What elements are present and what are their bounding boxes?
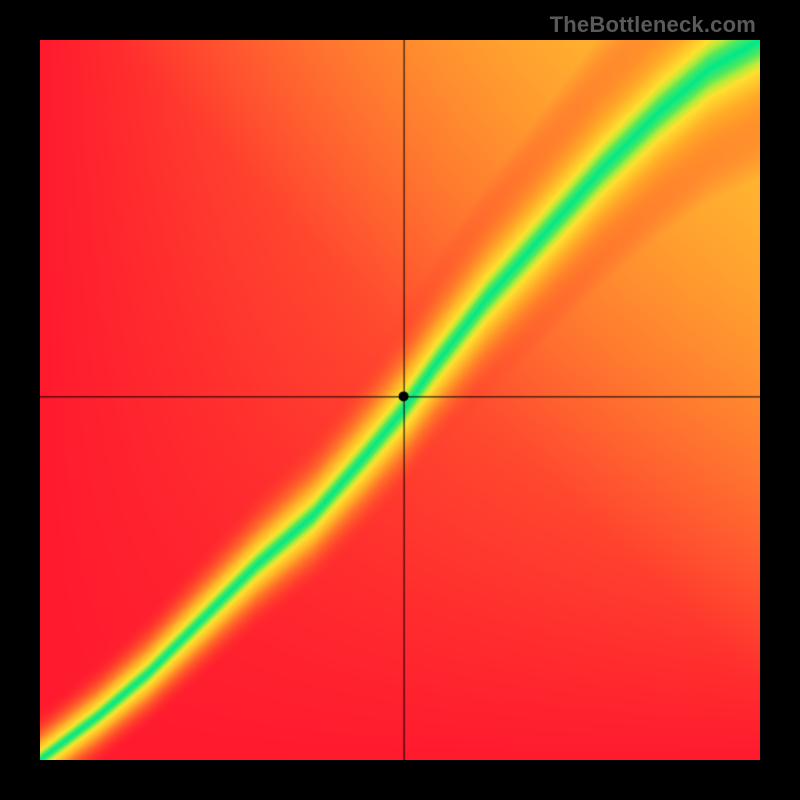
heatmap-chart bbox=[40, 40, 760, 760]
watermark-text: TheBottleneck.com bbox=[550, 12, 756, 38]
heatmap-canvas bbox=[40, 40, 760, 760]
